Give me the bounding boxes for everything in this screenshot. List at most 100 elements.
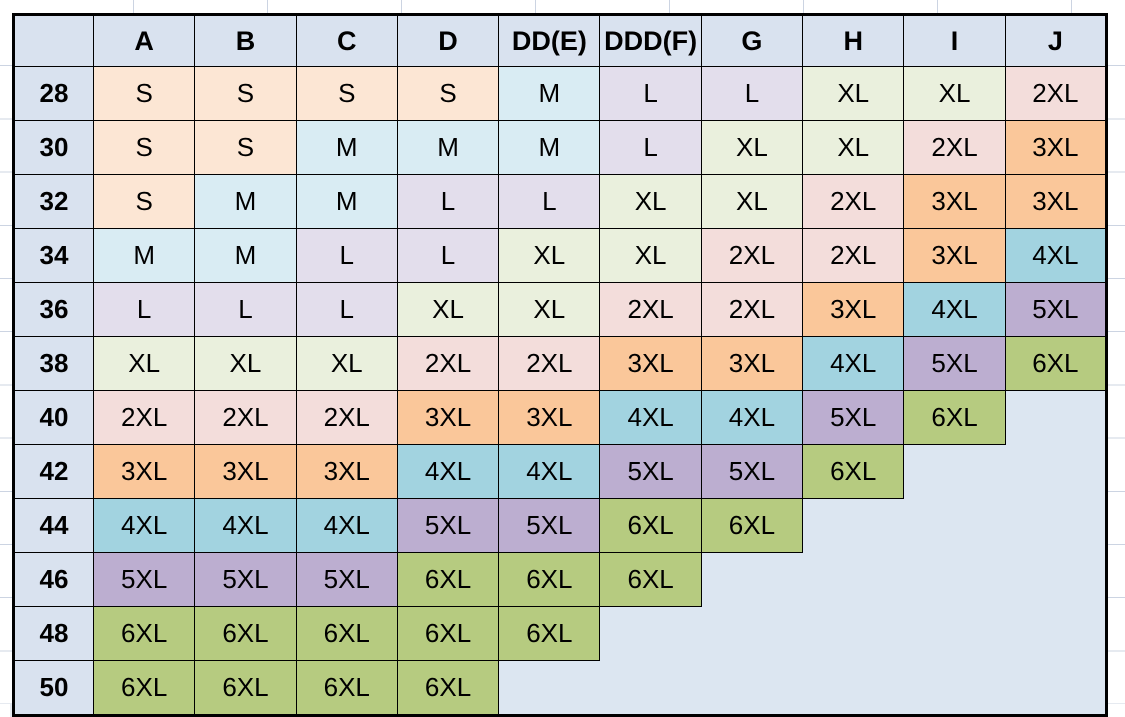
size-cell: 4XL (1004, 228, 1108, 283)
size-cell: M (498, 66, 601, 121)
row-header-36: 36 (13, 282, 94, 337)
column-header-row: A B C D DD(E) DDD(F) G H I J (13, 14, 1108, 67)
size-cell: M (396, 120, 500, 175)
empty-cell (701, 660, 803, 716)
table-row-band-38: 38 XL XL XL 2XL 2XL 3XL 3XL 4XL 5XL 6XL (13, 336, 1108, 391)
row-header-28: 28 (13, 66, 94, 121)
size-cell: 2XL (802, 174, 905, 229)
corner-cell (13, 14, 94, 67)
size-cell: 3XL (295, 444, 398, 499)
size-cell: S (194, 66, 297, 121)
size-cell: S (92, 174, 196, 229)
size-cell: S (92, 66, 196, 121)
empty-cell (599, 606, 702, 661)
size-cell: 2XL (1004, 66, 1108, 121)
size-cell: 2XL (700, 282, 804, 337)
size-cell: 5XL (194, 552, 297, 607)
size-cell: XL (700, 120, 804, 175)
size-cell: 2XL (802, 228, 905, 283)
row-header-44: 44 (13, 498, 94, 553)
size-cell: XL (599, 174, 702, 229)
empty-cell (1005, 552, 1107, 607)
size-cell: 4XL (903, 282, 1006, 337)
size-cell: M (498, 120, 601, 175)
size-cell: L (194, 282, 297, 337)
size-cell: XL (498, 228, 601, 283)
size-cell: 3XL (396, 390, 500, 445)
empty-cell (1005, 498, 1107, 553)
empty-cell (802, 606, 904, 661)
size-cell: 3XL (92, 444, 196, 499)
sheet-gridlines-left (0, 13, 12, 704)
table-row-band-40: 40 2XL 2XL 2XL 3XL 3XL 4XL 4XL 5XL 6XL (13, 390, 1107, 445)
size-cell: 5XL (802, 390, 905, 445)
size-cell: 6XL (599, 552, 702, 607)
column-header-h: H (802, 14, 905, 67)
size-cell: 6XL (903, 390, 1006, 445)
size-cell: 5XL (1004, 282, 1108, 337)
size-cell: 3XL (700, 336, 804, 391)
empty-cell (701, 606, 803, 661)
size-cell: 5XL (295, 552, 398, 607)
size-cell: 6XL (802, 444, 905, 499)
table-row-band-48: 48 6XL 6XL 6XL 6XL 6XL (13, 606, 1107, 661)
row-header-38: 38 (13, 336, 94, 391)
table-row-band-36: 36 L L L XL XL 2XL 2XL 3XL 4XL 5XL (13, 282, 1108, 337)
size-cell: 3XL (599, 336, 702, 391)
size-cell: 6XL (194, 660, 297, 716)
size-cell: XL (700, 174, 804, 229)
size-cell: 6XL (295, 660, 398, 716)
size-cell: 6XL (92, 606, 196, 661)
size-cell: 5XL (700, 444, 804, 499)
size-cell: L (700, 66, 804, 121)
size-cell: 2XL (92, 390, 196, 445)
size-cell: 3XL (903, 174, 1006, 229)
column-header-dd-e-: DD(E) (498, 14, 601, 67)
size-cell: XL (802, 120, 905, 175)
size-cell: 5XL (599, 444, 702, 499)
size-cell: 4XL (700, 390, 804, 445)
column-header-i: I (903, 14, 1006, 67)
size-cell: 3XL (1004, 120, 1108, 175)
empty-cell (1005, 390, 1107, 445)
sheet-gridlines-top (0, 0, 1125, 13)
row-header-30: 30 (13, 120, 94, 175)
size-cell: S (295, 66, 398, 121)
size-cell: 3XL (802, 282, 905, 337)
row-header-50: 50 (13, 660, 94, 716)
size-cell: 6XL (700, 498, 804, 553)
column-header-g: G (700, 14, 804, 67)
empty-cell (498, 660, 600, 716)
row-header-40: 40 (13, 390, 94, 445)
size-cell: 6XL (498, 552, 601, 607)
row-header-48: 48 (13, 606, 94, 661)
size-cell: XL (599, 228, 702, 283)
table-row-band-28: 28 S S S S M L L XL XL 2XL (13, 66, 1108, 121)
empty-cell (599, 660, 702, 716)
empty-cell (1005, 660, 1107, 716)
column-header-a: A (92, 14, 196, 67)
size-cell: 4XL (498, 444, 601, 499)
size-cell: 6XL (396, 606, 500, 661)
size-cell: 2XL (599, 282, 702, 337)
size-cell: 4XL (92, 498, 196, 553)
size-cell: XL (802, 66, 905, 121)
size-cell: 6XL (295, 606, 398, 661)
table-row-band-32: 32 S M M L L XL XL 2XL 3XL 3XL (13, 174, 1108, 229)
size-cell: M (194, 174, 297, 229)
column-header-b: B (194, 14, 297, 67)
size-cell: XL (903, 66, 1006, 121)
row-header-34: 34 (13, 228, 94, 283)
size-cell: 5XL (396, 498, 500, 553)
size-cell: 3XL (1004, 174, 1108, 229)
table-row-band-46: 46 5XL 5XL 5XL 6XL 6XL 6XL (13, 552, 1107, 607)
size-cell: 2XL (903, 120, 1006, 175)
size-cell: L (599, 66, 702, 121)
size-cell: 5XL (903, 336, 1006, 391)
table-row-band-44: 44 4XL 4XL 4XL 5XL 5XL 6XL 6XL (13, 498, 1107, 553)
size-cell: XL (295, 336, 398, 391)
empty-cell (903, 552, 1006, 607)
size-cell: L (295, 228, 398, 283)
sheet-gridlines-right (1108, 13, 1125, 704)
size-cell: 4XL (396, 444, 500, 499)
